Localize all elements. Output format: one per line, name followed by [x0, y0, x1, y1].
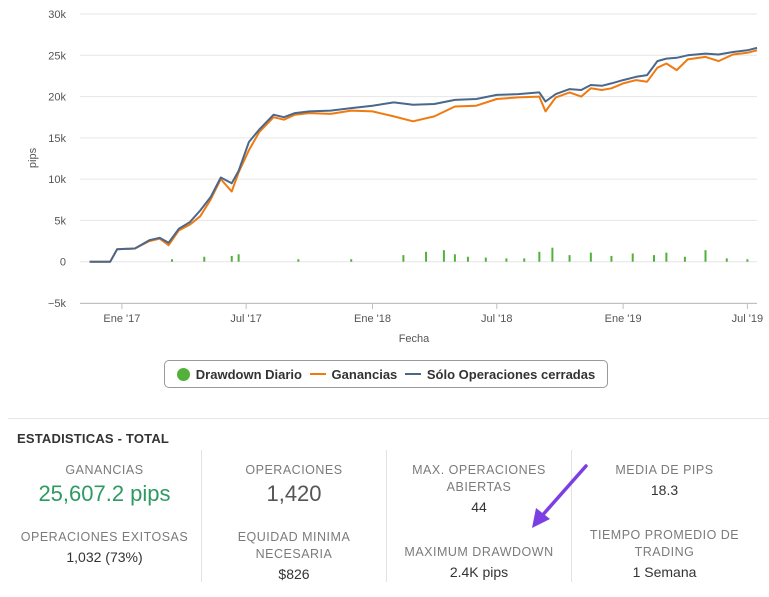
- drawdown-bar: [538, 251, 541, 262]
- chart-series: [89, 46, 758, 263]
- drawdown-bar: [631, 253, 634, 262]
- drawdown-bar: [683, 256, 686, 262]
- drawdown-bar: [505, 258, 508, 262]
- y-tick-label: 15k: [48, 133, 66, 145]
- stat-label: OPERACIONES EXITOSAS: [20, 530, 189, 544]
- chart-grid: [80, 13, 757, 304]
- legend-label: Drawdown Diario: [195, 366, 302, 382]
- stat-value: 44: [471, 499, 487, 515]
- series-line-ganancias: [89, 49, 758, 263]
- y-tick-label: 0: [60, 257, 66, 269]
- stat-value: 1,032 (73%): [66, 549, 143, 565]
- stat-max-operaciones-abiertas: MAX. OPERACIONES ABIERTAS 44: [387, 462, 571, 517]
- y-axis-ticks: −5k 0 5k 10k 15k 20k 25k 30k: [48, 9, 67, 310]
- stat-label: GANANCIAS: [65, 463, 144, 477]
- drawdown-bar: [725, 258, 728, 262]
- drawdown-bar: [442, 250, 445, 262]
- drawdown-bar: [402, 255, 405, 262]
- stats-title: ESTADISTICAS - TOTAL: [17, 431, 170, 446]
- legend-item-drawdown-diario[interactable]: Drawdown Diario: [176, 366, 302, 382]
- stat-label: MAX. OPERACIONES ABIERTAS: [412, 463, 546, 494]
- drawdown-bar: [203, 256, 206, 262]
- stat-value: 25,607.2 pips: [38, 481, 171, 506]
- legend-line-icon: [309, 373, 326, 375]
- annotation-arrow-icon: [532, 464, 588, 528]
- x-axis-ticks: Ene '17 Jul '17 Ene '18 Jul '18 Ene '19 Jul '…: [103, 303, 763, 325]
- stats-column-2: OPERACIONES 1,420 EQUIDAD MINIMA NECESAR…: [202, 450, 386, 590]
- x-tick-label: Jul '18: [481, 313, 512, 325]
- stat-label: TIEMPO PROMEDIO DE TRADING: [589, 528, 740, 559]
- legend-dot-icon: [176, 367, 190, 381]
- drawdown-bar: [589, 252, 592, 262]
- series-drawdown-diario: [171, 247, 749, 262]
- drawdown-bar: [297, 259, 300, 262]
- drawdown-bar: [237, 254, 240, 262]
- x-axis-label: Fecha: [399, 333, 430, 345]
- drawdown-bar: [171, 259, 174, 262]
- legend-line-icon: [404, 373, 421, 375]
- drawdown-bar: [484, 257, 487, 262]
- equity-chart: −5k 0 5k 10k 15k 20k 25k 30k Ene '17 Jul '17 Ene …: [27, 9, 763, 388]
- series-line-solo-operaciones-cerradas: [89, 46, 758, 263]
- column-separator: [571, 450, 572, 582]
- y-tick-label: −5k: [48, 298, 67, 310]
- x-tick-label: Ene '19: [605, 313, 642, 325]
- drawdown-bar: [551, 247, 554, 262]
- x-tick-label: Ene '17: [103, 313, 140, 325]
- stat-operaciones: OPERACIONES 1,420: [202, 462, 386, 507]
- x-tick-label: Jul '19: [732, 313, 763, 325]
- legend-item-solo-operaciones-cerradas[interactable]: Sólo Operaciones cerradas: [404, 366, 596, 382]
- drawdown-bar: [523, 258, 526, 262]
- y-tick-label: 25k: [48, 50, 66, 62]
- drawdown-bar: [350, 259, 353, 262]
- legend-item-ganancias[interactable]: Ganancias: [309, 366, 398, 382]
- drawdown-bar: [568, 255, 571, 262]
- legend-label: Ganancias: [331, 366, 398, 382]
- stat-media-de-pips: MEDIA DE PIPS 18.3: [572, 462, 757, 500]
- stat-value: 1,420: [266, 481, 322, 506]
- stat-tiempo-promedio: TIEMPO PROMEDIO DE TRADING 1 Semana: [572, 527, 757, 582]
- stat-label: OPERACIONES: [245, 463, 343, 477]
- drawdown-bar: [610, 255, 613, 262]
- stats-column-3: MAX. OPERACIONES ABIERTAS 44 MAXIMUM DRA…: [387, 450, 571, 590]
- column-separator: [201, 450, 202, 582]
- stat-maximum-drawdown: MAXIMUM DRAWDOWN 2.4K pips: [387, 544, 571, 582]
- legend-label: Sólo Operaciones cerradas: [426, 366, 596, 382]
- x-tick-label: Ene '18: [354, 313, 391, 325]
- y-tick-label: 5k: [54, 215, 66, 227]
- drawdown-bar: [466, 256, 469, 262]
- drawdown-bar: [665, 252, 668, 262]
- drawdown-bar: [453, 254, 456, 262]
- drawdown-bar: [653, 255, 656, 262]
- stat-value: 18.3: [650, 482, 679, 498]
- section-divider: [8, 418, 769, 419]
- chart-legend: Drawdown Diario Ganancias Sólo Operacion…: [164, 360, 608, 388]
- drawdown-bar: [425, 251, 428, 262]
- y-axis-label: pips: [27, 147, 39, 168]
- y-tick-label: 10k: [48, 174, 66, 186]
- stat-value: $826: [278, 566, 310, 582]
- stat-ganancias: GANANCIAS 25,607.2 pips: [8, 462, 201, 507]
- stat-value: 1 Semana: [632, 564, 697, 580]
- stat-equidad-minima: EQUIDAD MINIMA NECESARIA $826: [202, 529, 386, 584]
- y-tick-label: 20k: [48, 92, 66, 104]
- drawdown-bar: [230, 255, 233, 262]
- y-tick-label: 30k: [48, 9, 66, 21]
- stats-column-1: GANANCIAS 25,607.2 pips OPERACIONES EXIT…: [8, 450, 201, 590]
- stat-label: MEDIA DE PIPS: [615, 463, 714, 477]
- stats-column-4: MEDIA DE PIPS 18.3 TIEMPO PROMEDIO DE TR…: [572, 450, 757, 590]
- stat-label: MAXIMUM DRAWDOWN: [404, 545, 554, 559]
- drawdown-bar: [704, 250, 707, 262]
- stat-operaciones-exitosas: OPERACIONES EXITOSAS 1,032 (73%): [8, 529, 201, 567]
- column-separator: [386, 450, 387, 582]
- drawdown-bar: [746, 259, 749, 262]
- stat-label: EQUIDAD MINIMA NECESARIA: [237, 530, 351, 561]
- x-tick-label: Jul '17: [230, 313, 261, 325]
- stat-value: 2.4K pips: [449, 564, 509, 580]
